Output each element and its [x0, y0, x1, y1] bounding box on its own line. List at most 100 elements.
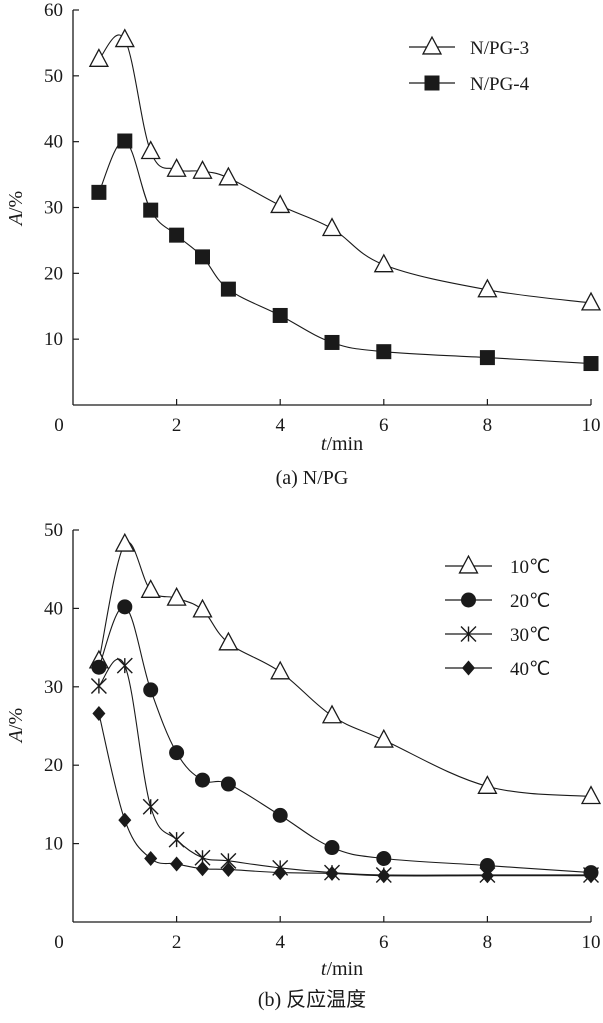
- data-point: [321, 217, 343, 237]
- data-point: [143, 202, 159, 218]
- legend-marker: [462, 660, 475, 676]
- data-point: [91, 184, 107, 200]
- series-30℃: [90, 657, 599, 883]
- data-point: [168, 831, 185, 848]
- chart-caption: (b) 反应温度: [258, 988, 366, 1011]
- series-20℃: [91, 599, 599, 881]
- data-point: [90, 678, 107, 695]
- x-tick-label: 0: [54, 415, 64, 436]
- data-point: [373, 728, 394, 748]
- y-tick-label: 20: [44, 263, 63, 284]
- series-line: [98, 606, 592, 874]
- data-point: [166, 586, 187, 606]
- data-point: [192, 160, 213, 179]
- data-point: [169, 745, 185, 761]
- y-tick-label: 30: [44, 198, 63, 219]
- data-point: [117, 133, 133, 149]
- data-point: [92, 705, 106, 721]
- legend-label: 40℃: [510, 659, 550, 680]
- series-N/PG-4: [91, 133, 599, 372]
- legend-entry: N/PG-3: [409, 35, 529, 59]
- x-tick-label: 0: [54, 932, 64, 953]
- data-point: [479, 350, 495, 366]
- y-tick-label: 50: [44, 520, 63, 541]
- data-point: [192, 598, 213, 618]
- x-tick-label: 2: [172, 415, 182, 436]
- x-axis-label: t/min: [321, 433, 363, 455]
- x-tick-label: 6: [379, 932, 389, 953]
- y-axis-label: A/%: [5, 191, 27, 227]
- x-tick-label: 2: [172, 932, 182, 953]
- series-40℃: [92, 705, 598, 884]
- y-tick-label: 50: [44, 66, 63, 87]
- data-point: [117, 599, 133, 615]
- data-point: [477, 775, 498, 794]
- y-axis-label: A/%: [5, 708, 27, 744]
- y-tick-label: 10: [44, 834, 63, 855]
- legend-marker: [460, 626, 477, 642]
- data-point: [220, 776, 236, 792]
- legend-entry: 10℃: [445, 554, 550, 578]
- data-point: [140, 140, 161, 160]
- x-tick-label: 10: [582, 415, 601, 436]
- data-point: [272, 307, 288, 323]
- data-point: [170, 856, 184, 872]
- chart-b: 0 2 4 6 8 10 10 20 30 40 50 t/min A/% (b) 反应温度 10℃ 20℃ 3…: [5, 520, 602, 1011]
- data-point: [221, 861, 235, 877]
- data-point: [169, 227, 185, 243]
- legend-marker: [461, 592, 476, 608]
- chart-caption: (a) N/PG: [276, 467, 349, 489]
- data-point: [144, 850, 158, 866]
- data-point: [580, 785, 602, 805]
- x-tick-label: 8: [483, 932, 493, 953]
- legend-marker: [421, 35, 443, 55]
- data-point: [584, 868, 598, 884]
- data-point: [220, 281, 236, 297]
- data-point: [196, 861, 209, 877]
- data-point: [272, 807, 288, 823]
- legend-label: 20℃: [510, 591, 550, 612]
- y-tick-label: 30: [44, 677, 63, 698]
- series-N/PG-3: [88, 28, 602, 311]
- y-tick-label: 60: [44, 0, 63, 21]
- data-point: [270, 660, 291, 680]
- data-point: [114, 532, 135, 552]
- data-point: [166, 158, 187, 177]
- data-point: [324, 334, 340, 350]
- x-tick-label: 4: [275, 932, 285, 953]
- y-tick-label: 10: [44, 329, 63, 350]
- legend-label: N/PG-4: [470, 74, 530, 95]
- data-point: [321, 704, 343, 724]
- data-point: [325, 865, 339, 881]
- x-tick-label: 8: [483, 415, 493, 436]
- x-axis-label: t/min: [321, 958, 363, 980]
- legend-label: 10℃: [510, 557, 550, 578]
- series-line: [98, 713, 591, 877]
- legend-entry: 30℃: [445, 625, 550, 646]
- data-point: [143, 682, 159, 698]
- data-point: [376, 850, 392, 866]
- data-point: [580, 291, 602, 311]
- data-point: [480, 868, 494, 884]
- data-point: [118, 812, 132, 828]
- data-point: [116, 657, 133, 674]
- y-tick-label: 40: [44, 132, 63, 153]
- data-point: [376, 344, 392, 360]
- data-point: [195, 772, 210, 788]
- data-point: [273, 865, 287, 881]
- data-point: [140, 579, 161, 598]
- data-point: [477, 278, 498, 298]
- data-point: [88, 48, 109, 67]
- x-tick-label: 4: [275, 415, 285, 436]
- data-point: [91, 659, 107, 675]
- x-tick-label: 6: [379, 415, 389, 436]
- legend-label: N/PG-3: [470, 38, 529, 59]
- legend-marker: [458, 554, 479, 574]
- data-point: [218, 631, 239, 651]
- data-point: [324, 840, 340, 856]
- data-point: [195, 249, 210, 265]
- legend-label: 30℃: [510, 625, 550, 646]
- legend-entry: N/PG-4: [409, 74, 530, 95]
- y-tick-label: 20: [44, 755, 63, 776]
